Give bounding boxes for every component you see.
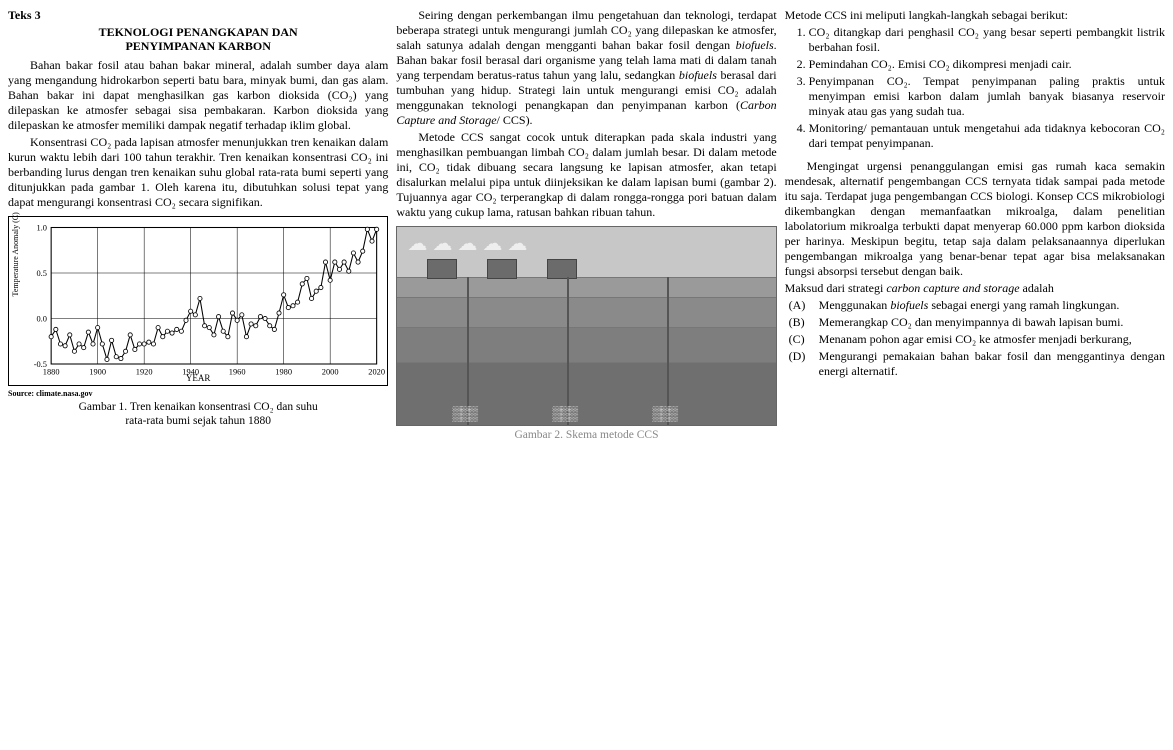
svg-text:1960: 1960 bbox=[229, 367, 246, 376]
answer-option-letter: (A) bbox=[789, 298, 813, 313]
col1-p1-text: Bahan bakar fosil atau bahan bakar miner… bbox=[8, 58, 388, 132]
answer-option-letter: (D) bbox=[789, 349, 813, 379]
reservoir-icon: ▒▒▒ bbox=[452, 407, 476, 423]
col2-p1-biofuels: biofuels bbox=[736, 38, 774, 52]
svg-text:2020: 2020 bbox=[368, 367, 385, 376]
svg-text:0.5: 0.5 bbox=[36, 269, 46, 278]
ccs-step: Monitoring/ pemantauan untuk mengetahui … bbox=[809, 121, 1165, 151]
figure-1: 18801900192019401960198020002020 -0.50.0… bbox=[8, 216, 388, 429]
title-line-2: PENYIMPANAN KARBON bbox=[125, 39, 270, 53]
answer-option[interactable]: (D)Mengurangi pemakaian bahan bakar fosi… bbox=[789, 349, 1165, 379]
figure-1-caption-l1: Gambar 1. Tren kenaikan konsentrasi CO₂ … bbox=[79, 401, 318, 413]
col2-para-1: Seiring dengan perkembangan ilmu pengeta… bbox=[396, 8, 776, 128]
col2-p1-biofuels2: biofuels bbox=[679, 68, 717, 82]
figure-2-caption: Gambar 2. Skema metode CCS bbox=[396, 429, 776, 443]
svg-text:2000: 2000 bbox=[322, 367, 339, 376]
stratum-layer bbox=[397, 297, 775, 328]
ccs-step: Pemindahan CO₂. Emisi CO₂ dikompresi men… bbox=[809, 57, 1165, 72]
col2-p2-text: Metode CCS sangat cocok untuk diterapkan… bbox=[396, 130, 776, 219]
figure-1-source: Source: climate.nasa.gov bbox=[8, 389, 388, 398]
figure-2-diagram: ☁︎ ☁︎ ☁︎ ☁︎ ☁︎ ▒▒▒ ▒▒▒ ▒▒▒ bbox=[396, 226, 776, 426]
answer-option-text: Mengurangi pemakaian bahan bakar fosil d… bbox=[819, 349, 1165, 379]
injection-pipe bbox=[567, 277, 569, 426]
question-ital: carbon capture and storage bbox=[886, 281, 1019, 295]
svg-text:1900: 1900 bbox=[89, 367, 106, 376]
reservoir-icon: ▒▒▒ bbox=[552, 407, 576, 423]
answer-option[interactable]: (C) Menanam pohon agar emisi CO₂ ke atmos… bbox=[789, 332, 1165, 347]
svg-text:1.0: 1.0 bbox=[36, 223, 46, 232]
col3-para-3: Mengingat urgensi penanggulangan emisi g… bbox=[785, 159, 1165, 279]
figure-1-caption-l2: rata-rata bumi sejak tahun 1880 bbox=[125, 415, 271, 427]
question-a: Maksud dari strategi bbox=[785, 281, 887, 295]
figure-2: ☁︎ ☁︎ ☁︎ ☁︎ ☁︎ ▒▒▒ ▒▒▒ ▒▒▒ Gambar 2. Skema … bbox=[396, 226, 776, 443]
figure-1-chart: 18801900192019401960198020002020 -0.50.0… bbox=[8, 216, 388, 386]
svg-text:-0.5: -0.5 bbox=[34, 360, 47, 369]
col1-p2-text: Konsentrasi CO₂ pada lapisan atmosfer me… bbox=[8, 135, 388, 209]
col2-p1-d: / CCS). bbox=[497, 113, 533, 127]
answer-option-text: Memerangkap CO₂ dan menyimpannya di bawa… bbox=[819, 315, 1165, 330]
col3-intro: Metode CCS ini meliputi langkah-langkah … bbox=[785, 8, 1165, 23]
answer-option[interactable]: (B) Memerangkap CO₂ dan menyimpannya di b… bbox=[789, 315, 1165, 330]
injection-pipe bbox=[667, 277, 669, 426]
answer-option-letter: (C) bbox=[789, 332, 813, 347]
figure-1-xlabel: YEAR bbox=[186, 373, 211, 383]
column-3: Metode CCS ini meliputi langkah-langkah … bbox=[785, 8, 1165, 443]
reservoir-icon: ▒▒▒ bbox=[652, 407, 676, 423]
col1-para-2: Konsentrasi CO₂ pada lapisan atmosfer me… bbox=[8, 135, 388, 210]
injection-pipe bbox=[467, 277, 469, 426]
col2-para-2: Metode CCS sangat cocok untuk diterapkan… bbox=[396, 130, 776, 220]
column-1: Teks 3 TEKNOLOGI PENANGKAPAN DAN PENYIMP… bbox=[8, 8, 388, 443]
ccs-steps-list: CO₂ ditangkap dari penghasil CO₂ yang be… bbox=[785, 25, 1165, 151]
plant-icon bbox=[487, 259, 517, 279]
cloud-icon: ☁︎ ☁︎ ☁︎ ☁︎ ☁︎ bbox=[407, 231, 527, 256]
answer-option-letter: (B) bbox=[789, 315, 813, 330]
stratum-layer bbox=[397, 277, 775, 298]
question-b: adalah bbox=[1020, 281, 1054, 295]
col2-p1-a: Seiring dengan perkembangan ilmu pengeta… bbox=[396, 8, 776, 52]
answer-option-text: Menggunakan biofuels sebagai energi yang… bbox=[819, 298, 1165, 313]
figure-2-ground bbox=[397, 277, 775, 425]
plant-icon bbox=[547, 259, 577, 279]
answer-options: (A) Menggunakan biofuels sebagai energi y… bbox=[785, 298, 1165, 379]
figure-1-caption: Gambar 1. Tren kenaikan konsentrasi CO₂ … bbox=[8, 401, 388, 429]
svg-text:0.0: 0.0 bbox=[36, 314, 46, 323]
stratum-layer bbox=[397, 327, 775, 363]
plant-icon bbox=[427, 259, 457, 279]
svg-text:1980: 1980 bbox=[275, 367, 292, 376]
col1-para-1: Bahan bakar fosil atau bahan bakar miner… bbox=[8, 58, 388, 133]
col3-p3-text: Mengingat urgensi penanggulangan emisi g… bbox=[785, 159, 1165, 278]
question-stem: Maksud dari strategi carbon capture and … bbox=[785, 281, 1165, 296]
col3-intro-text: Metode CCS ini meliputi langkah-langkah … bbox=[785, 8, 1068, 22]
ccs-step: Penyimpanan CO₂. Tempat penyimpanan pali… bbox=[809, 74, 1165, 119]
column-2: Seiring dengan perkembangan ilmu pengeta… bbox=[396, 8, 776, 443]
article-title: TEKNOLOGI PENANGKAPAN DAN PENYIMPANAN KA… bbox=[8, 25, 388, 54]
svg-text:1920: 1920 bbox=[136, 367, 153, 376]
figure-1-svg: 18801900192019401960198020002020 -0.50.0… bbox=[9, 217, 387, 385]
ccs-step: CO₂ ditangkap dari penghasil CO₂ yang be… bbox=[809, 25, 1165, 55]
teks-label: Teks 3 bbox=[8, 8, 388, 23]
article-columns: Teks 3 TEKNOLOGI PENANGKAPAN DAN PENYIMP… bbox=[8, 8, 1165, 443]
answer-option[interactable]: (A) Menggunakan biofuels sebagai energi y… bbox=[789, 298, 1165, 313]
title-line-1: TEKNOLOGI PENANGKAPAN DAN bbox=[99, 25, 298, 39]
figure-1-ylabel: Temperature Anomaly (C) bbox=[11, 212, 20, 296]
answer-option-text: Menanam pohon agar emisi CO₂ ke atmosfer… bbox=[819, 332, 1165, 347]
